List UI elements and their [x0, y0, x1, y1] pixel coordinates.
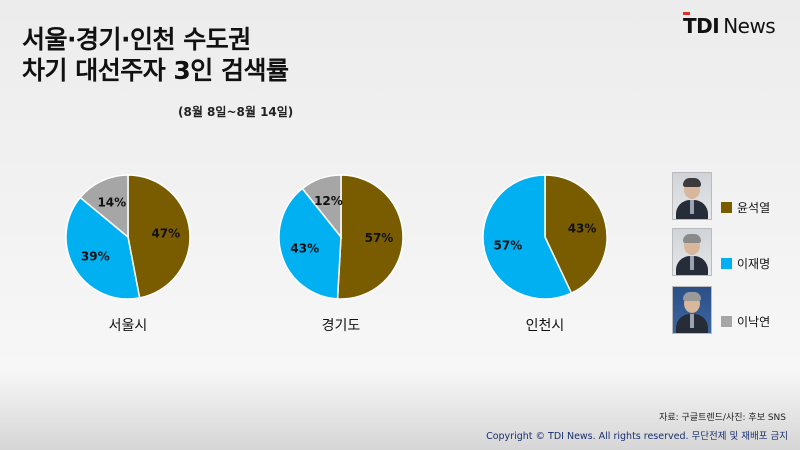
logo-word: News [723, 14, 776, 38]
pie-3-slice-label-1: 43% [568, 222, 597, 236]
pie-2-slice-2 [278, 187, 342, 300]
pie-3-slice-label-2: 57% [494, 238, 523, 252]
pie-3-region-label: 인천시 [526, 318, 565, 334]
pie-1-slice-1 [127, 174, 191, 299]
pie-2-slice-1 [336, 174, 404, 300]
source-note: 자료: 구글트렌드/사진: 후보 SNS [659, 413, 786, 423]
pie-1-slice-label-3: 14% [97, 196, 126, 210]
tdi-news-logo: TDI News [683, 12, 776, 38]
chart-title: 서울·경기·인천 수도권 차기 대선주자 3인 검색률 [22, 24, 289, 86]
pie-3-slice-1 [544, 174, 608, 295]
pie-1-slice-label-2: 39% [81, 249, 110, 263]
pie-2-slice-label-3: 12% [314, 194, 343, 208]
title-line-2: 차기 대선주자 3인 검색률 [22, 56, 289, 85]
legend-item-2: 이재명 [668, 228, 788, 278]
legend-label-2: 이재명 [737, 257, 771, 271]
legend-swatch-3 [721, 316, 732, 327]
portrait-lee-ny [672, 286, 712, 334]
legend-swatch-1 [721, 202, 732, 213]
portrait-yoon [672, 172, 712, 220]
pie-1-region-label: 서울시 [109, 318, 148, 334]
logo-mark: TDI [683, 12, 720, 38]
pie-1-slice-2 [65, 196, 141, 300]
legend-item-3: 이낙연 [668, 286, 788, 336]
legend-item-1: 윤석열 [668, 172, 788, 222]
legend-label-1: 윤석열 [737, 201, 771, 215]
legend-label-3: 이낙연 [737, 315, 771, 329]
pie-2-region-label: 경기도 [322, 318, 361, 334]
portrait-lee-jm [672, 228, 712, 276]
pie-1-slice-label-1: 47% [151, 226, 180, 240]
date-range: (8월 8일~8월 14일) [178, 105, 294, 119]
pie-2-slice-label-2: 43% [290, 242, 319, 256]
title-line-1: 서울·경기·인천 수도권 [22, 25, 251, 54]
pie-2-slice-label-1: 57% [365, 231, 394, 245]
copyright-notice: Copyright © TDI News. All rights reserve… [486, 431, 788, 442]
pie-3-slice-2 [482, 174, 573, 300]
legend-swatch-2 [721, 258, 732, 269]
pie-1-slice-3 [79, 174, 129, 239]
pie-2-slice-3 [301, 174, 342, 240]
